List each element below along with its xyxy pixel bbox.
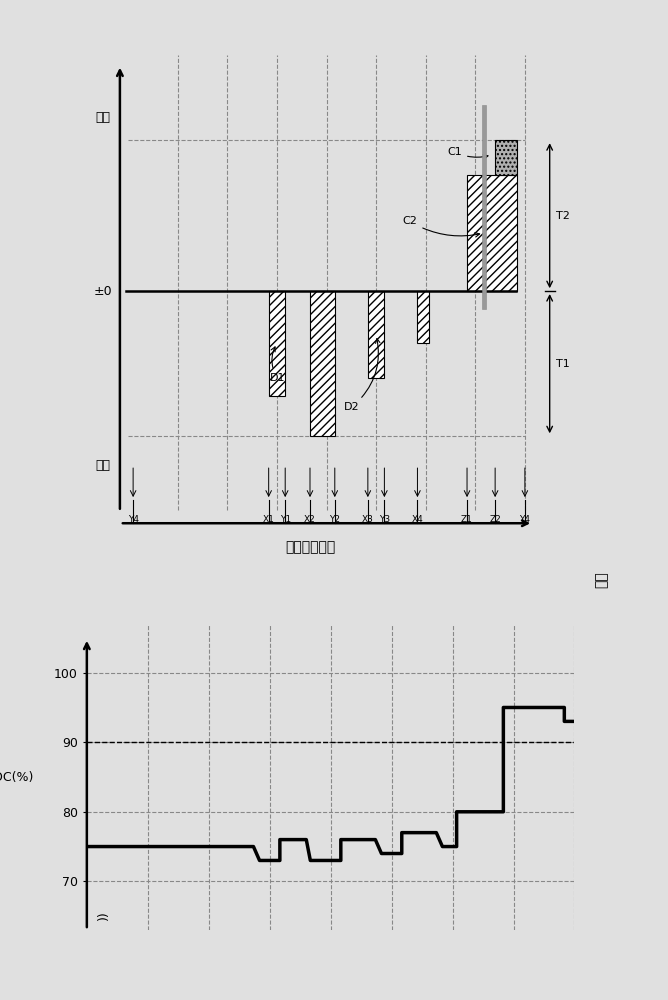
Bar (368, 291, 384, 378)
Text: Y1: Y1 (280, 515, 291, 524)
Text: X4: X4 (411, 515, 424, 524)
Text: Y3: Y3 (379, 515, 390, 524)
Text: 時刻: 時刻 (595, 572, 608, 588)
Bar (310, 291, 335, 436)
Text: 充電: 充電 (96, 111, 111, 124)
Text: Y2: Y2 (329, 515, 340, 524)
Text: )): )) (97, 910, 110, 920)
Y-axis label: SOC(%): SOC(%) (0, 771, 33, 784)
Bar (495, 140, 516, 175)
Text: 充放電電力量: 充放電電力量 (285, 541, 335, 555)
Text: D2: D2 (344, 339, 380, 412)
Text: X2: X2 (304, 515, 316, 524)
Bar (418, 291, 429, 343)
Bar (269, 291, 285, 396)
Text: D1: D1 (270, 347, 285, 383)
Text: C2: C2 (403, 216, 480, 237)
Text: Y4: Y4 (128, 515, 139, 524)
Text: 放電: 放電 (96, 459, 111, 472)
Text: X1: X1 (263, 515, 275, 524)
Text: T2: T2 (556, 211, 570, 221)
Bar (482, 105, 486, 309)
Text: ±0: ±0 (94, 285, 113, 298)
Text: C1: C1 (448, 147, 488, 159)
Text: Y4: Y4 (520, 515, 530, 524)
Text: T1: T1 (556, 359, 570, 369)
Text: X3: X3 (362, 515, 374, 524)
Bar (467, 175, 516, 291)
Text: Z1: Z1 (461, 515, 473, 524)
Text: Z2: Z2 (489, 515, 501, 524)
